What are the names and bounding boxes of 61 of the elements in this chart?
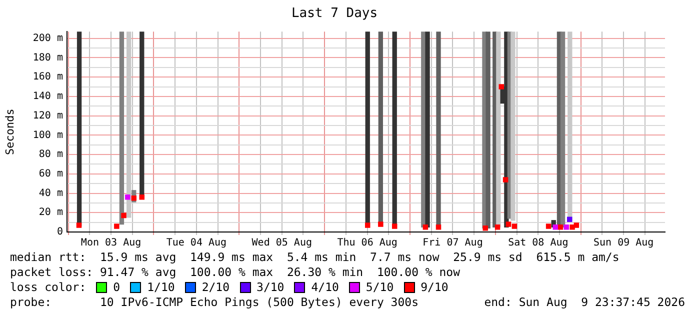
x-tick-label: Wed 05 Aug <box>252 238 312 249</box>
x-tick-label: Sat 08 Aug <box>508 238 568 249</box>
x-tick-label: Sun 09 Aug <box>593 238 654 249</box>
point <box>121 212 126 218</box>
text: packet loss: 91.47 % avg 100.00 % max 26.30 % min 100.00 % now <box>10 265 462 280</box>
point <box>564 224 569 230</box>
point <box>392 224 398 229</box>
bar <box>560 32 566 228</box>
bar <box>486 32 490 228</box>
text: median rtt: 15.9 ms avg 149.9 ms max 5.4 ms min 7.7 ms now 25.9 ms sd 615.5 m am/s <box>10 250 620 265</box>
point <box>139 194 145 200</box>
point <box>114 224 120 229</box>
text: probe: 10 IPv6-ICMP Echo Pings (500 Bytes) every 300s <box>10 295 418 310</box>
point <box>422 224 428 230</box>
legend-label: 3/10 <box>256 280 284 295</box>
y-tick-label: 100 m <box>32 130 63 141</box>
point <box>494 224 500 230</box>
point <box>76 222 82 228</box>
chart-title: Last 7 Days <box>291 6 378 22</box>
legend-label: 0 <box>113 280 120 295</box>
y-axis-title: Seconds <box>3 108 16 155</box>
legend-label: 1/10 <box>147 280 175 295</box>
bar <box>496 32 501 228</box>
y-tick-label: 180 m <box>32 52 63 64</box>
x-tick-label: Tue 04 Aug <box>166 238 227 249</box>
point <box>546 224 552 229</box>
text: end: Sun Aug 9 23:37:45 2026 <box>484 295 685 310</box>
point <box>125 194 130 200</box>
point <box>498 84 504 90</box>
x-tick-label: Mon 03 Aug <box>80 238 142 249</box>
x-tick-label: Thu 06 Aug <box>337 238 398 249</box>
y-tick-label: 0 <box>56 226 63 238</box>
point <box>506 222 512 227</box>
y-tick-label: 120 m <box>32 110 63 122</box>
point <box>436 224 442 230</box>
legend-label: 4/10 <box>311 280 339 295</box>
point <box>570 224 575 230</box>
y-tick-label: 200 m <box>32 32 63 44</box>
point <box>364 222 370 228</box>
legend-label: 9/10 <box>420 280 448 295</box>
legend-title: loss color: <box>10 280 86 295</box>
point <box>502 177 508 182</box>
y-tick-label: 20 m <box>38 207 63 218</box>
point <box>567 216 572 222</box>
point <box>552 224 558 230</box>
bar <box>119 32 124 225</box>
point <box>482 226 488 231</box>
point <box>512 224 518 229</box>
legend-label: 5/10 <box>366 280 394 295</box>
point <box>574 222 580 228</box>
bar <box>425 32 430 228</box>
y-tick-label: 140 m <box>32 91 63 102</box>
y-tick-label: 60 m <box>38 168 63 180</box>
point <box>378 222 384 227</box>
legend-label: 2/10 <box>202 280 230 295</box>
y-tick-label: 80 m <box>38 149 63 160</box>
y-tick-label: 160 m <box>32 72 63 83</box>
point <box>131 195 136 201</box>
y-tick-label: 40 m <box>38 188 63 199</box>
point <box>558 224 564 230</box>
x-tick-label: Fri 07 Aug <box>422 238 483 249</box>
